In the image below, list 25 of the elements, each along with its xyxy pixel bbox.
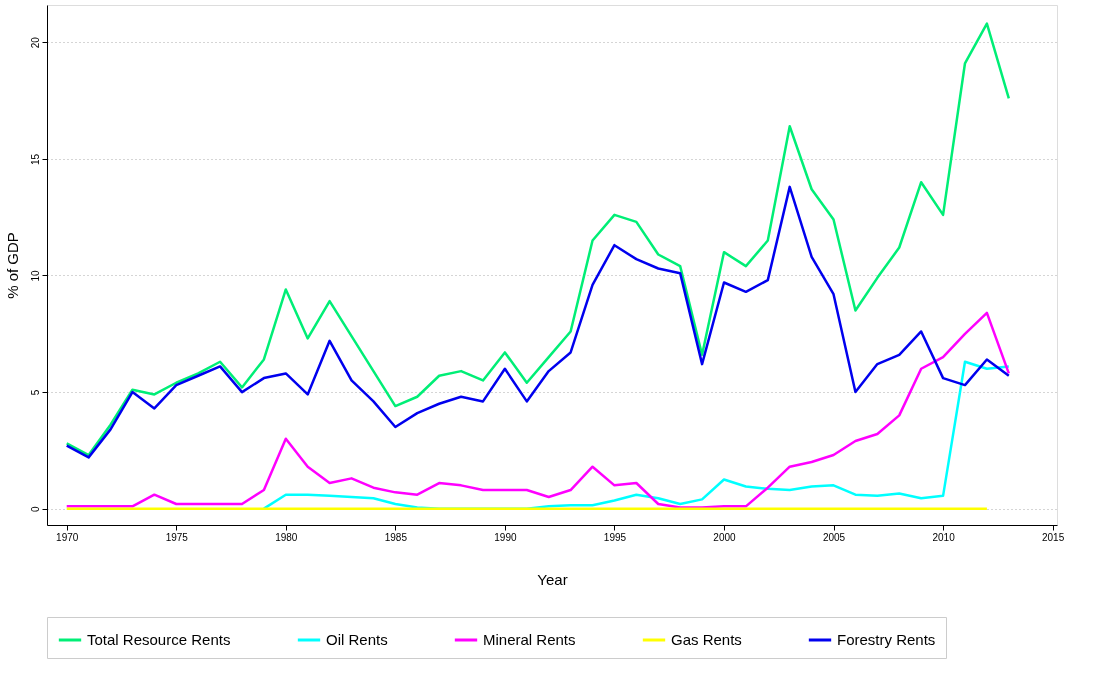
legend-label: Gas Rents xyxy=(671,631,742,648)
y-tick-label: 15 xyxy=(29,153,41,165)
x-tick-label: 2005 xyxy=(822,531,846,543)
x-tick-label: 1975 xyxy=(165,531,189,543)
legend-label: Oil Rents xyxy=(326,631,388,648)
legend-label: Forestry Rents xyxy=(837,631,936,648)
line-series xyxy=(65,185,1011,459)
x-tick-label: 2015 xyxy=(1041,531,1065,543)
y-tick-label: 0 xyxy=(29,505,41,512)
line-series xyxy=(65,311,1011,509)
x-tick-label: 2010 xyxy=(932,531,956,543)
y-tick-label: 20 xyxy=(29,36,41,49)
y-tick-label: 5 xyxy=(29,389,41,396)
x-tick-label: 1980 xyxy=(275,531,298,543)
x-tick-label: 1970 xyxy=(56,531,79,543)
x-tick-label: 1985 xyxy=(384,531,408,543)
legend-label: Mineral Rents xyxy=(483,631,576,648)
y-tick-label: 10 xyxy=(29,269,41,282)
y-axis-title: % of GDP xyxy=(3,232,21,299)
legend-label: Total Resource Rents xyxy=(87,631,231,648)
x-axis-title: Year xyxy=(537,570,568,588)
x-tick-label: 1995 xyxy=(603,531,627,543)
x-tick-label: 2000 xyxy=(713,531,737,543)
line-series xyxy=(65,22,1011,457)
x-tick-label: 1990 xyxy=(494,531,517,543)
